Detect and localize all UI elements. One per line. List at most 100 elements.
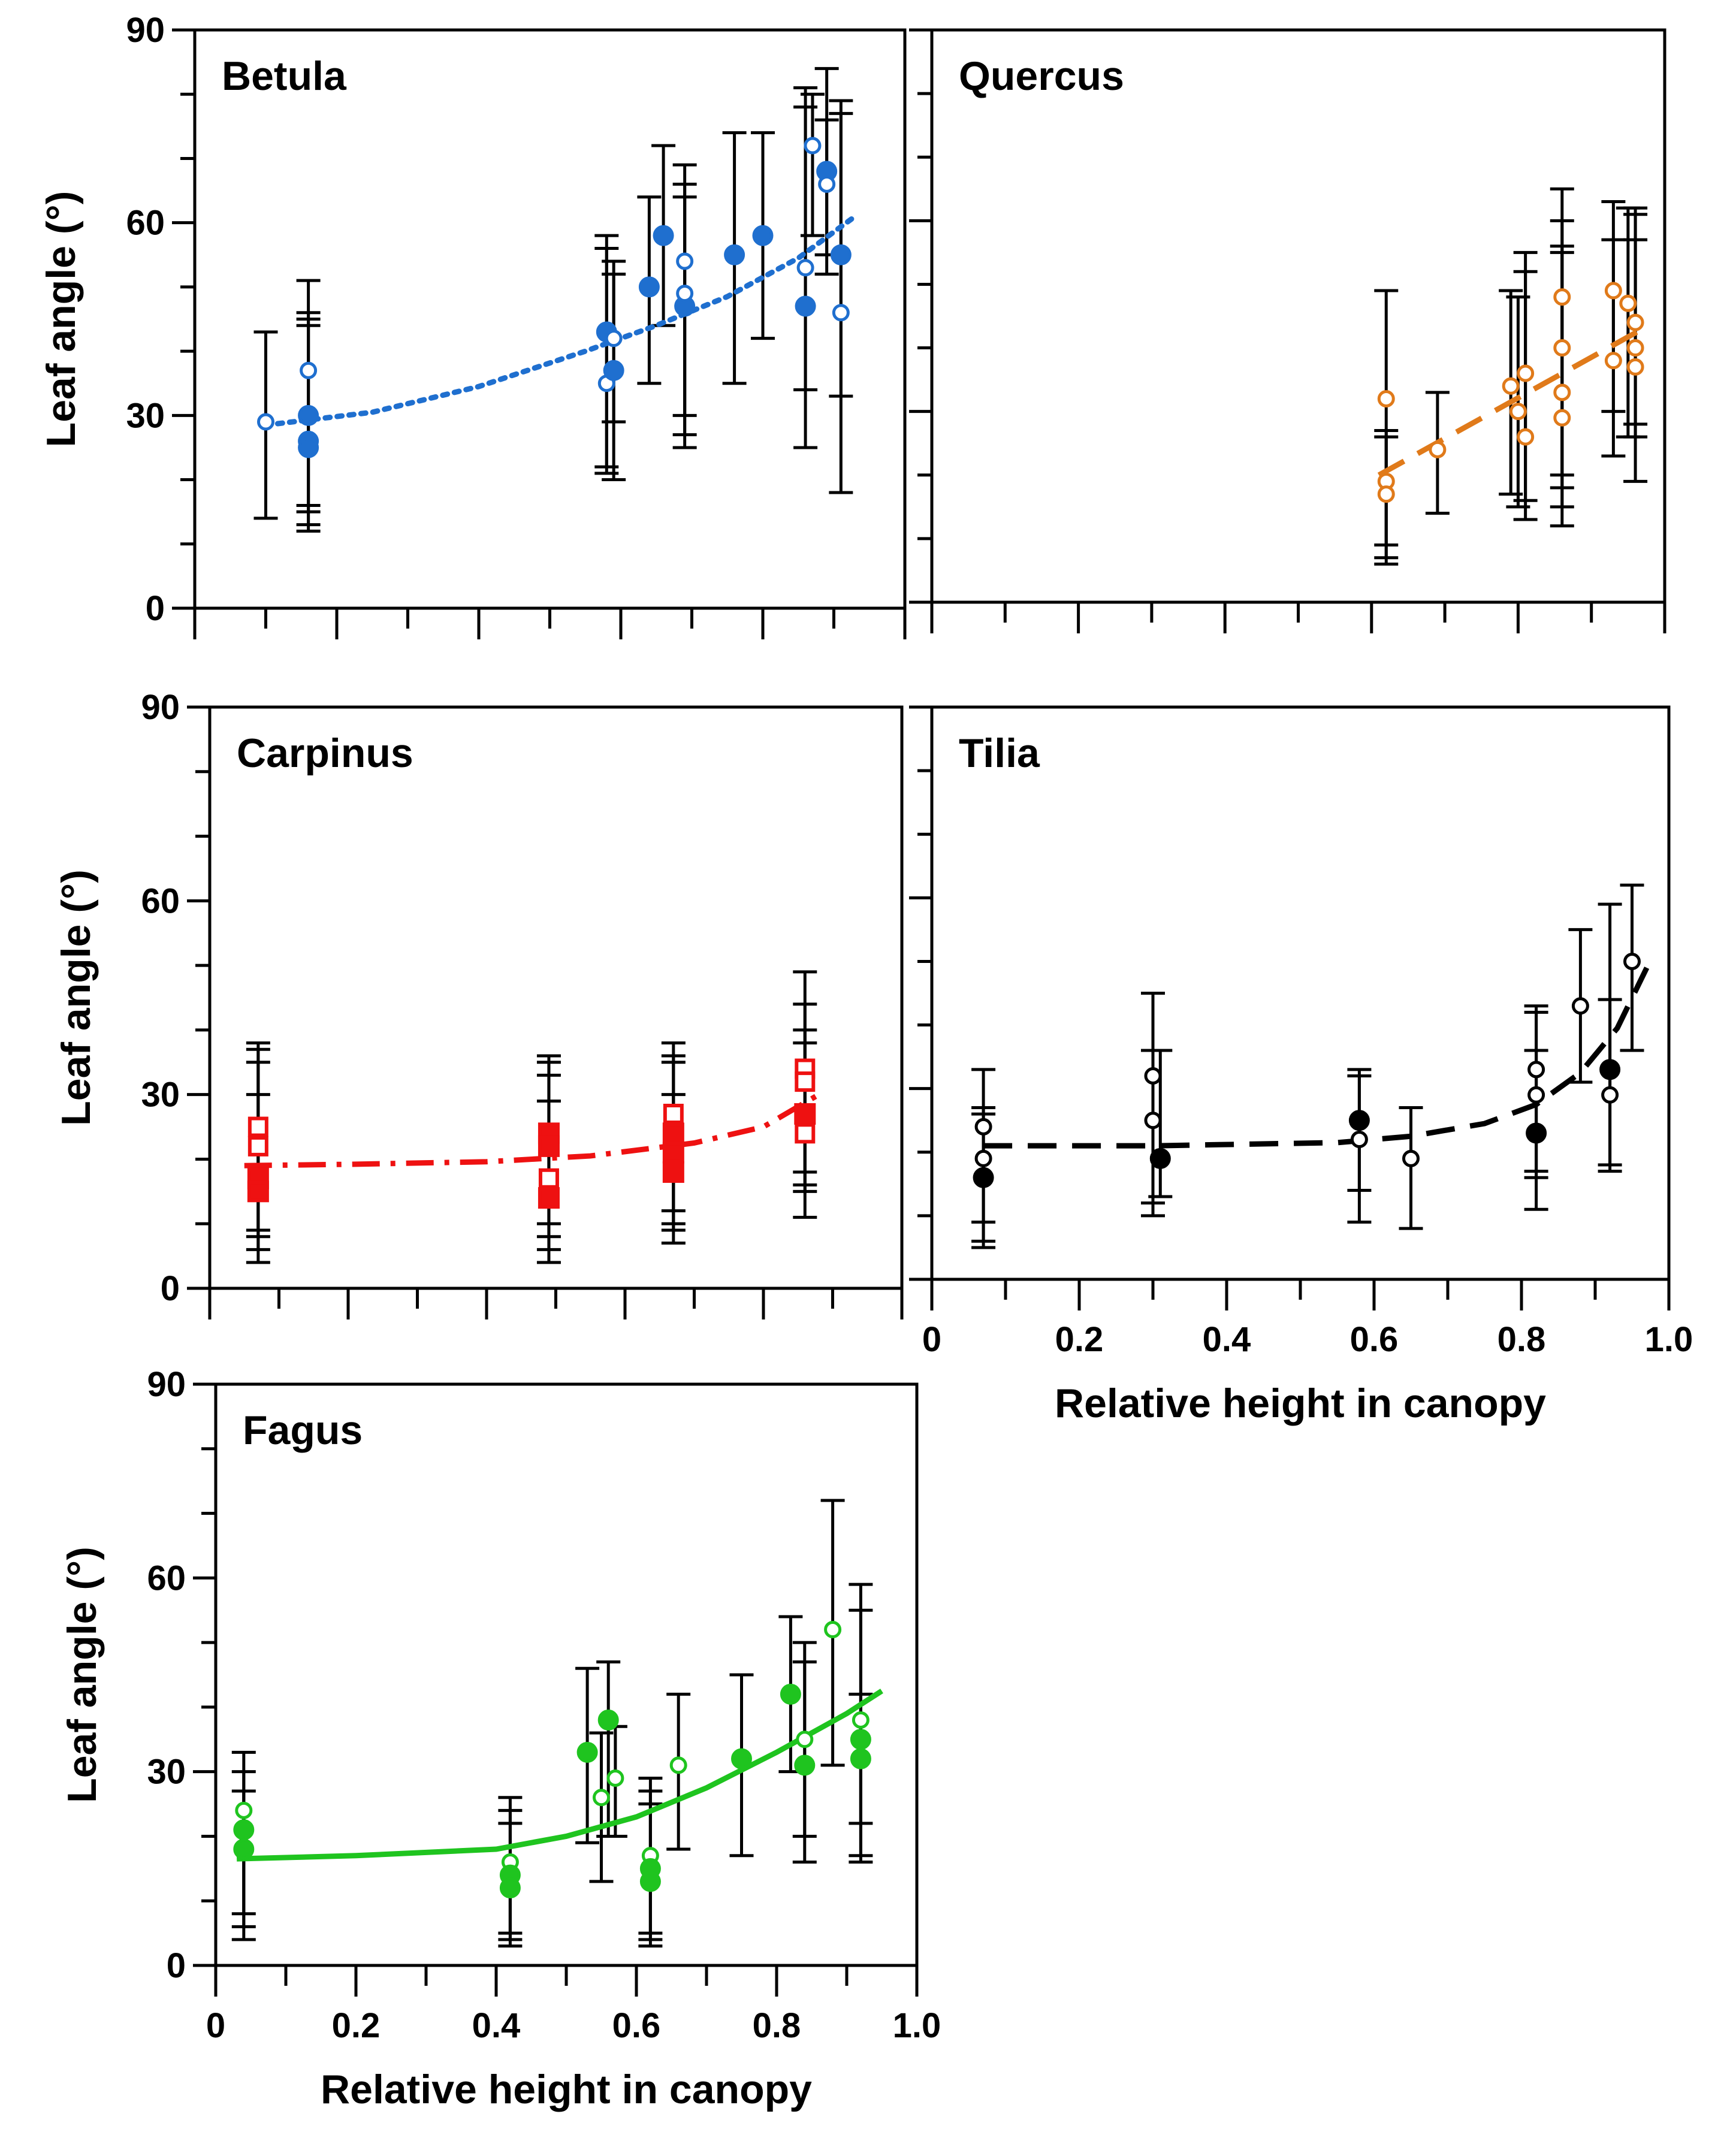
y-axis-title: Leaf angle (°) (59, 1547, 105, 1803)
data-point (830, 244, 852, 265)
data-point (300, 361, 318, 379)
panel-tilia: 0 0.2 0.4 0.6 0.8 1.0 Relative height in canop… (909, 705, 1693, 1426)
fit-line (244, 1092, 820, 1168)
data-point (1149, 1147, 1171, 1169)
data-point (1509, 403, 1527, 421)
panel-carpinus: 0 30 60 90 Leaf angle (°) Carpinus (53, 688, 904, 1319)
data-point (804, 137, 822, 155)
y-tick-label: 30 (141, 1076, 180, 1115)
data-point (1599, 1059, 1621, 1080)
data-point (662, 1122, 684, 1145)
panel-quercus: Quercus (909, 28, 1666, 633)
data-point (796, 259, 814, 277)
data-point (795, 1071, 816, 1092)
x-tick-label: 0.2 (1055, 1320, 1104, 1359)
data-point (235, 1801, 253, 1819)
data-point (1517, 364, 1535, 382)
data-point (538, 1168, 559, 1189)
data-point (974, 1149, 992, 1167)
data-point (850, 1729, 871, 1750)
y-tick-label: 0 (167, 1946, 186, 1985)
data-point (1626, 358, 1644, 376)
y-tick-label: 0 (146, 589, 165, 628)
fit-line (983, 967, 1650, 1149)
y-tick-label: 30 (147, 1753, 186, 1792)
data-point (1626, 339, 1644, 357)
data-point (663, 1104, 684, 1124)
data-point (669, 1756, 687, 1774)
data-point (1348, 1110, 1370, 1131)
data-point (1619, 294, 1637, 312)
data-point (1144, 1067, 1162, 1085)
data-point (662, 1142, 684, 1164)
panel-title: Fagus (243, 1408, 363, 1453)
plot-frame (930, 705, 1671, 1281)
data-point (1502, 377, 1520, 395)
panel-title: Quercus (959, 53, 1124, 99)
data-point (1517, 428, 1535, 446)
data-point (593, 1789, 610, 1807)
x-tick-label: 0 (206, 2006, 225, 2045)
panel-title: Betula (222, 53, 347, 99)
data-point (298, 437, 319, 458)
data-point (676, 285, 694, 303)
data-point (1429, 440, 1447, 458)
y-axis-title: Leaf angle (°) (38, 191, 84, 448)
data-point (247, 1116, 268, 1137)
data-point (752, 225, 774, 246)
data-point (1626, 313, 1644, 331)
x-axis-title: Relative height in canopy (1055, 1381, 1546, 1426)
data-point (1553, 409, 1571, 427)
y-tick-label: 60 (126, 204, 165, 243)
panel-betula: 0 30 60 90 Leaf angle (°) Betula (38, 11, 907, 639)
data-point (852, 1711, 869, 1729)
data-point (794, 1755, 816, 1776)
x-tick-label: 0.4 (472, 2006, 521, 2045)
data-point (603, 360, 624, 381)
data-point (1553, 339, 1571, 357)
data-point (247, 1180, 269, 1203)
data-point (1604, 352, 1622, 370)
x-tick-label: 0.6 (1350, 1320, 1399, 1359)
data-point (818, 175, 836, 193)
data-point (1377, 485, 1395, 503)
y-tick-label: 90 (141, 688, 180, 727)
data-point (606, 1769, 624, 1787)
y-tick-label: 30 (126, 396, 165, 435)
data-point (653, 225, 674, 246)
x-tick-label: 0.2 (332, 2006, 381, 2045)
data-point (662, 1161, 684, 1183)
data-point (499, 1877, 521, 1899)
data-point (1402, 1149, 1420, 1167)
data-point (257, 413, 274, 431)
data-point (1350, 1131, 1368, 1149)
data-point (795, 1123, 816, 1144)
data-point (1604, 282, 1622, 300)
data-point (1623, 952, 1641, 970)
data-point (1527, 1086, 1545, 1104)
x-tick-label: 1.0 (893, 2006, 941, 2045)
y-axis-title: Leaf angle (°) (53, 869, 99, 1126)
data-point (605, 330, 623, 348)
y-tick-label: 60 (147, 1559, 186, 1598)
data-point (233, 1838, 255, 1860)
data-point (824, 1621, 842, 1639)
data-point (780, 1683, 801, 1705)
x-tick-label: 1.0 (1645, 1320, 1693, 1359)
data-point (576, 1741, 598, 1763)
data-point (597, 1709, 619, 1731)
x-tick-label: 0.4 (1203, 1320, 1251, 1359)
plot-frame (214, 1382, 919, 1967)
data-point (796, 1731, 814, 1749)
data-point (850, 1748, 871, 1769)
y-tick-label: 0 (161, 1269, 180, 1308)
data-point (731, 1748, 752, 1769)
data-point (233, 1819, 255, 1841)
data-point (794, 1103, 816, 1125)
data-point (676, 252, 694, 270)
y-tick-label: 90 (147, 1365, 186, 1404)
data-point (832, 304, 850, 322)
y-tick-label: 90 (126, 11, 165, 50)
data-point (1527, 1061, 1545, 1079)
